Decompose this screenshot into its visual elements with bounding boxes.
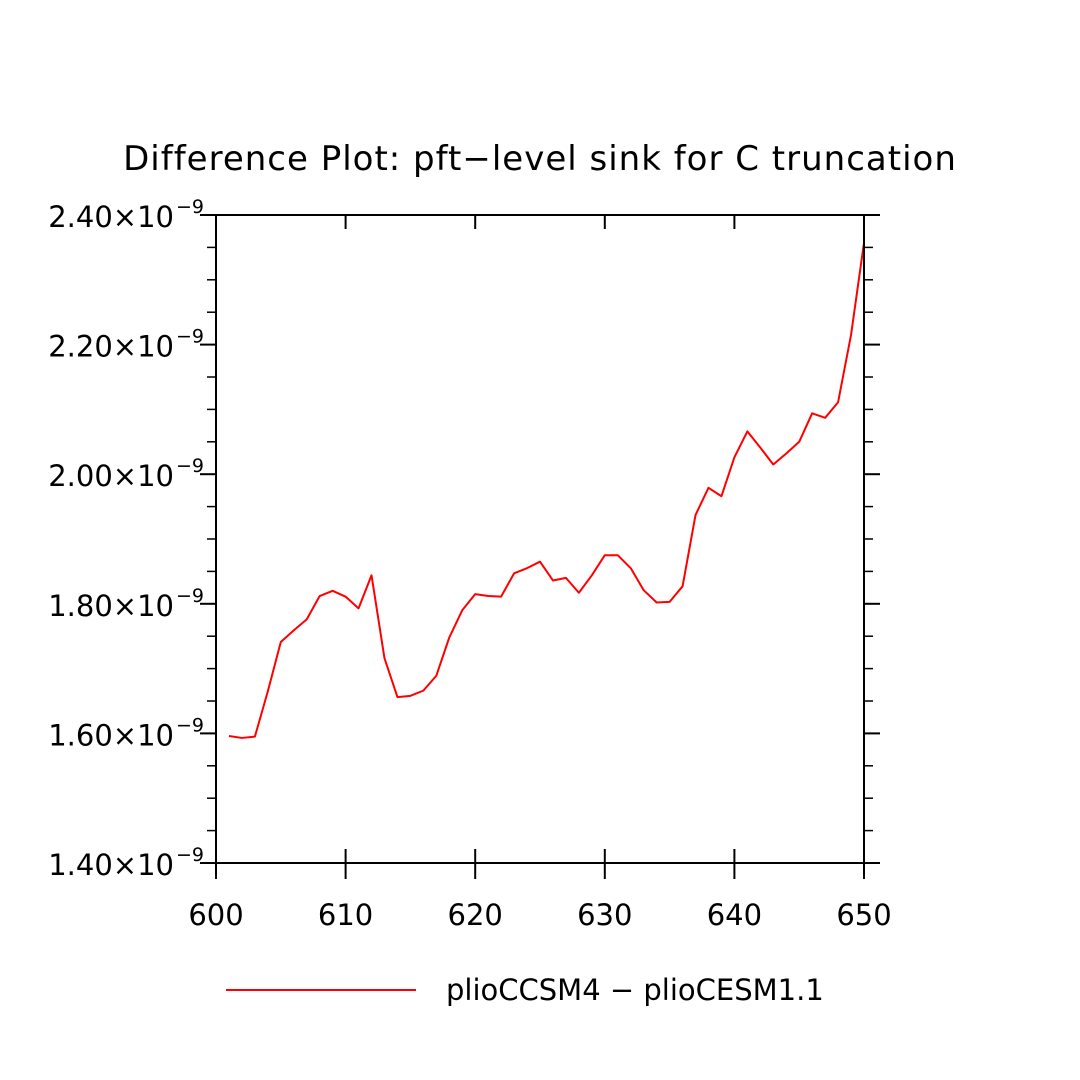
x-axis-tick-labels: 600 610 620 630 640 650 — [188, 898, 891, 932]
chart-title: Difference Plot: pft−level sink for C tr… — [123, 139, 957, 179]
x-tick-label: 600 — [188, 898, 243, 932]
axis-ticks — [200, 214, 880, 879]
y-tick-label: 2.40×10 — [48, 200, 174, 234]
y-tick-label: 1.40×10 — [48, 848, 174, 882]
x-tick-label: 630 — [577, 898, 632, 932]
y-tick-label: 1.60×10 — [48, 718, 174, 752]
series-lines — [228, 242, 865, 739]
y-axis-tick-labels: 1.40×10 −91.60×10 −91.80×10 −92.00×10 −92.20… — [48, 196, 204, 882]
y-tick-exponent: −9 — [176, 585, 204, 607]
y-tick-label: 2.20×10 — [48, 330, 174, 364]
y-tick-exponent: −9 — [176, 714, 204, 736]
legend-label: plioCCSM4 − plioCESM1.1 — [446, 973, 824, 1007]
x-tick-label: 650 — [836, 898, 891, 932]
series-line — [228, 242, 865, 739]
y-tick-label: 2.00×10 — [48, 459, 174, 493]
legend: plioCCSM4 − plioCESM1.1 — [226, 973, 824, 1007]
y-tick-exponent: −9 — [176, 326, 204, 348]
plot-frame — [215, 214, 865, 864]
y-tick-exponent: −9 — [176, 196, 204, 218]
y-tick-label: 1.80×10 — [48, 589, 174, 623]
x-tick-label: 610 — [318, 898, 373, 932]
y-tick-exponent: −9 — [176, 844, 204, 866]
x-tick-label: 640 — [707, 898, 762, 932]
x-tick-label: 620 — [448, 898, 503, 932]
y-tick-exponent: −9 — [176, 455, 204, 477]
